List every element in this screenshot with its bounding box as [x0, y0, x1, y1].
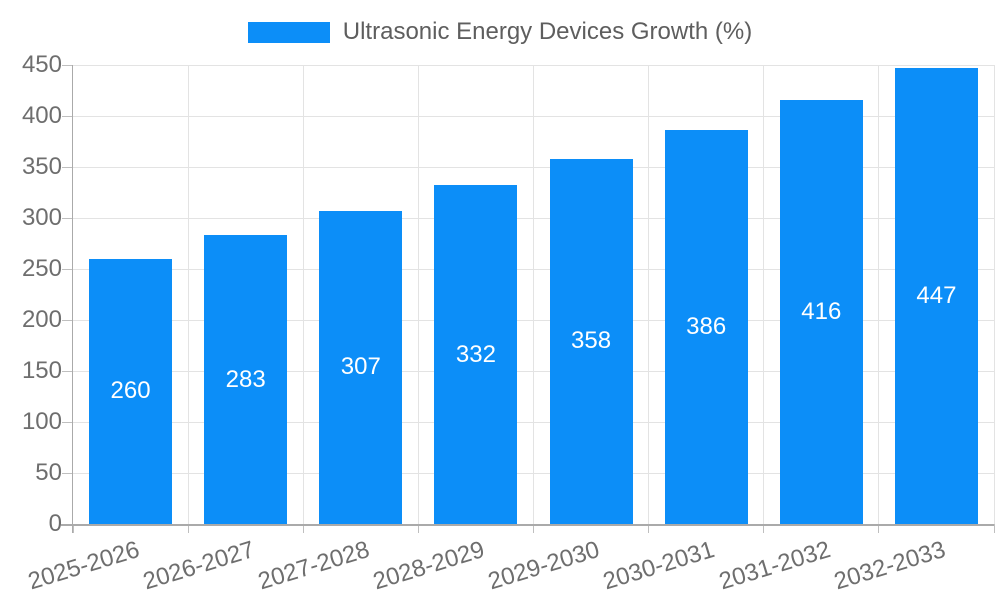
x-axis-line	[61, 524, 994, 526]
bar[interactable]: 358	[549, 158, 633, 524]
y-tick-mark	[62, 217, 73, 219]
legend-swatch	[247, 21, 330, 43]
y-axis-line	[71, 65, 73, 533]
bar-value-label: 358	[571, 327, 612, 355]
y-tick-label: 0	[48, 510, 62, 537]
bar-value-label: 260	[110, 377, 151, 405]
y-tick-label: 450	[21, 51, 62, 78]
x-tick-label: 2031-2032	[715, 536, 834, 596]
bar[interactable]: 283	[204, 235, 288, 524]
bar[interactable]: 332	[434, 185, 518, 524]
x-tick-mark	[878, 524, 880, 533]
legend-label: Ultrasonic Energy Devices Growth (%)	[342, 18, 753, 45]
bar-value-label: 386	[686, 313, 727, 341]
x-tick-label: 2032-2033	[830, 536, 949, 596]
y-tick-label: 300	[21, 204, 62, 231]
legend: Ultrasonic Energy Devices Growth (%)	[0, 18, 1000, 46]
y-tick-mark	[62, 319, 73, 321]
x-tick-mark	[763, 524, 765, 533]
y-tick-label: 400	[21, 102, 62, 129]
gridline-vertical	[187, 65, 189, 524]
gridline-vertical	[878, 65, 880, 524]
gridline-vertical	[417, 65, 419, 524]
x-tick-label: 2026-2027	[139, 536, 258, 596]
y-tick-label: 100	[21, 408, 62, 435]
x-tick-mark	[648, 524, 650, 533]
y-tick-label: 200	[21, 306, 62, 333]
gridline-vertical	[648, 65, 650, 524]
y-tick-label: 250	[21, 255, 62, 282]
gridline-vertical	[763, 65, 765, 524]
y-tick-label: 150	[21, 357, 62, 384]
y-tick-mark	[62, 421, 73, 423]
y-tick-mark	[62, 472, 73, 474]
bar[interactable]: 307	[319, 210, 403, 524]
x-tick-mark	[417, 524, 419, 533]
y-tick-label: 350	[21, 153, 62, 180]
bar[interactable]: 260	[89, 258, 173, 524]
x-tick-label: 2025-2026	[24, 536, 143, 596]
bar[interactable]: 447	[894, 68, 978, 524]
y-tick-label: 50	[35, 459, 62, 486]
bar-value-label: 416	[801, 297, 842, 325]
bar[interactable]: 416	[779, 99, 863, 524]
x-tick-mark	[993, 524, 995, 533]
gridline-vertical	[302, 65, 304, 524]
x-tick-label: 2027-2028	[255, 536, 373, 596]
x-tick-label: 2030-2031	[600, 536, 719, 596]
bar-value-label: 307	[340, 353, 381, 381]
x-tick-label: 2029-2030	[485, 536, 603, 596]
bar-value-label: 447	[916, 282, 957, 310]
y-tick-mark	[62, 64, 73, 66]
x-tick-mark	[302, 524, 304, 533]
legend-item[interactable]: Ultrasonic Energy Devices Growth (%)	[247, 18, 753, 46]
y-tick-mark	[62, 166, 73, 168]
x-tick-label: 2028-2029	[370, 536, 488, 596]
y-tick-mark	[62, 115, 73, 117]
gridline-vertical	[533, 65, 534, 524]
bar[interactable]: 386	[664, 130, 748, 524]
bar-value-label: 283	[225, 365, 266, 393]
x-tick-mark	[533, 524, 534, 533]
y-tick-mark	[62, 370, 73, 372]
x-tick-mark	[72, 524, 74, 533]
x-tick-mark	[187, 524, 189, 533]
y-tick-mark	[62, 268, 73, 270]
bar-value-label: 332	[455, 340, 496, 368]
gridline-vertical	[993, 65, 995, 524]
